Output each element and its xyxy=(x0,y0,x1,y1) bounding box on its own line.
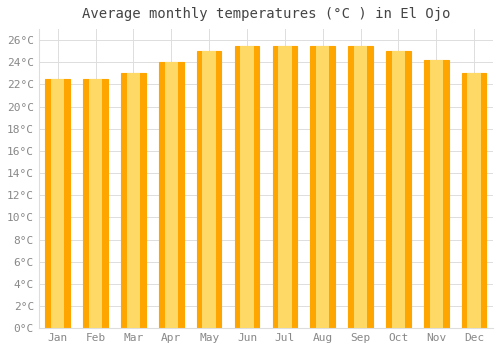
Bar xyxy=(202,51,216,328)
Bar xyxy=(310,46,335,328)
Bar xyxy=(278,46,291,328)
Bar xyxy=(272,46,297,328)
Bar xyxy=(164,62,178,328)
Title: Average monthly temperatures (°C ) in El Ojo: Average monthly temperatures (°C ) in El… xyxy=(82,7,450,21)
Bar xyxy=(240,46,254,328)
Bar xyxy=(121,74,146,328)
Bar xyxy=(386,51,410,328)
Bar xyxy=(392,51,405,328)
Bar xyxy=(462,74,486,328)
Bar xyxy=(126,74,140,328)
Bar xyxy=(234,46,260,328)
Bar xyxy=(424,60,448,328)
Bar xyxy=(354,46,368,328)
Bar xyxy=(51,79,64,328)
Bar xyxy=(430,60,443,328)
Bar xyxy=(468,74,481,328)
Bar xyxy=(84,79,108,328)
Bar xyxy=(89,79,102,328)
Bar xyxy=(316,46,330,328)
Bar xyxy=(197,51,222,328)
Bar xyxy=(46,79,70,328)
Bar xyxy=(159,62,184,328)
Bar xyxy=(348,46,373,328)
